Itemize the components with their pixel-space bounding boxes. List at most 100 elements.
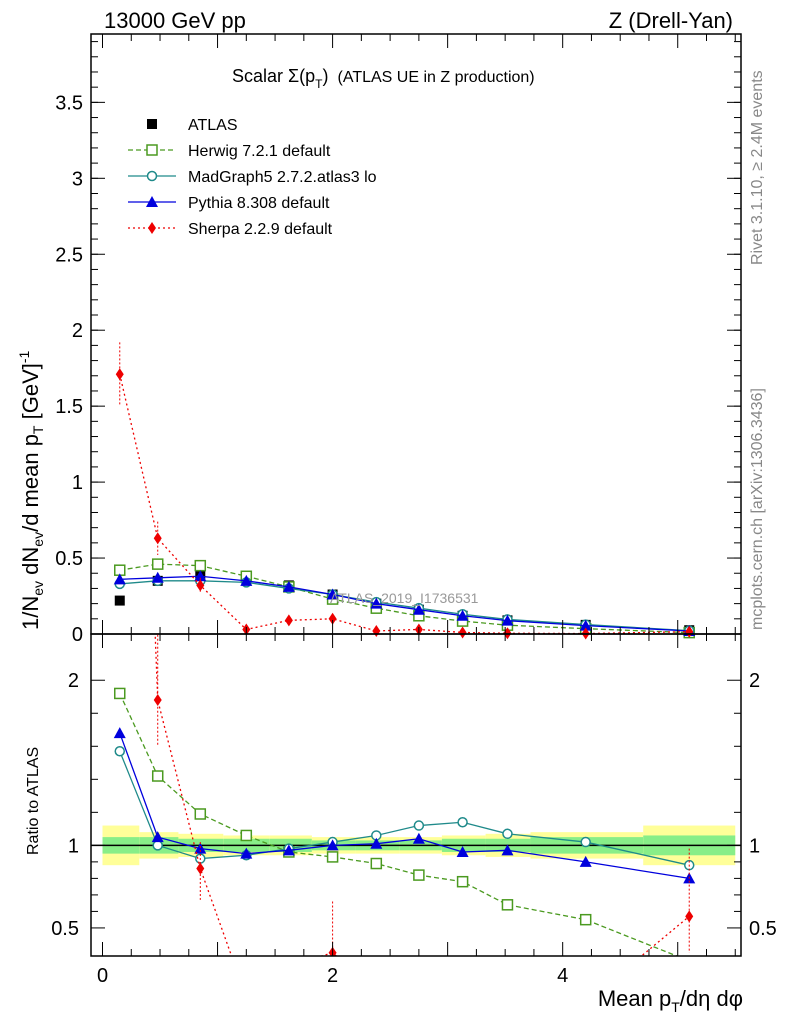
series-line (119, 563, 690, 634)
ratio-tick-label-right: 0.5 (749, 918, 777, 940)
legend-label: MadGraph5 2.7.2.atlas3 lo (188, 169, 377, 186)
legend: ATLAS Herwig 7.2.1 default MadGraph5 2.7.2… (128, 117, 377, 238)
data-point (372, 624, 381, 637)
ratio-point (114, 745, 126, 757)
data-point (284, 614, 293, 627)
legend-marker (146, 196, 158, 207)
legend-marker (148, 222, 156, 234)
plot-title: Scalar Σ(pT) (ATLAS UE in Z production) (232, 66, 535, 91)
ratio-point (151, 770, 164, 782)
ratio-series-3 (153, 634, 694, 956)
data-point (194, 570, 207, 582)
ratio-tick-label-right: 1 (749, 835, 760, 857)
ratio-point (370, 837, 383, 849)
plot-title-main: Scalar Σ(p (232, 66, 315, 86)
x-tick-label: 0 (97, 965, 108, 987)
x-axis-label: Mean pT/dη dφ (598, 986, 743, 1015)
ratio-frame (90, 633, 742, 957)
ratio-point (326, 851, 339, 863)
ratio-point (114, 687, 126, 700)
ratio-point (196, 862, 205, 875)
ratio-series-2 (113, 727, 696, 884)
data-point (196, 579, 205, 592)
data-point (114, 595, 125, 606)
series-line (119, 374, 690, 635)
rivet-version: Rivet 3.1.10, ≥ 2.4M events (749, 70, 766, 265)
analysis-watermark: ATLAS_2019_I1736531 (330, 590, 479, 606)
ratio-line (119, 750, 690, 866)
data-point (456, 609, 469, 621)
ratio-point (579, 855, 592, 867)
ratio-series-0 (114, 687, 679, 956)
ratio-point (194, 808, 207, 820)
data-point (579, 619, 592, 631)
ratio-point (151, 831, 164, 843)
x-tick-label: 2 (327, 965, 338, 987)
data-point (113, 573, 126, 585)
y-tick-label: 3 (72, 168, 83, 190)
ratio-point (456, 845, 469, 857)
data-point (501, 614, 514, 626)
y-tick-label: 1.5 (55, 396, 83, 418)
data-point (240, 574, 253, 586)
ratio-point (240, 847, 253, 859)
x-tick-label: 4 (557, 965, 568, 987)
ratio-line (119, 693, 679, 956)
series-3 (113, 570, 696, 636)
plot-title-close: ) (323, 66, 329, 86)
legend-marker (146, 144, 158, 156)
plot-title-desc: (ATLAS UE in Z production) (338, 69, 535, 86)
ratio-panel: 0 2 4 0.5 0.5 1 1 2 2 (51, 633, 777, 987)
legend-label: ATLAS (188, 117, 238, 134)
series-line (119, 575, 690, 632)
ratio-point (240, 829, 253, 842)
data-point (328, 612, 337, 625)
ratio-axis-label: Ratio to ATLAS (25, 747, 42, 855)
ratio-point (413, 820, 425, 831)
data-point (412, 603, 425, 615)
data-point (151, 571, 164, 583)
header-energy: 13000 GeV pp (104, 8, 246, 33)
ratio-line (119, 732, 690, 880)
ratio-point (152, 840, 163, 851)
y-tick-label: 1 (72, 472, 83, 494)
legend-label: Herwig 7.2.1 default (188, 143, 331, 160)
ratio-point (685, 910, 694, 923)
legend-marker (146, 170, 158, 182)
ratio-point (501, 899, 514, 911)
ratio-point (456, 875, 469, 888)
ratio-point (326, 839, 339, 851)
legend-marker (147, 119, 157, 129)
ratio-point (370, 857, 383, 870)
ratio-point (501, 844, 514, 856)
header-process: Z (Drell-Yan) (609, 8, 733, 33)
y-tick-label: 2.5 (55, 244, 83, 266)
mcplots-credit: mcplots.cern.ch [arXiv:1306.3436] (749, 388, 766, 630)
data-point (153, 532, 162, 545)
main-panel: 0 0.5 1 1.5 2 2.5 3 3.5 (55, 33, 742, 646)
legend-label: Pythia 8.308 default (188, 195, 330, 212)
ratio-tick-label: 0.5 (51, 918, 79, 940)
ratio-point (282, 844, 295, 856)
y-tick-label: 0 (72, 624, 83, 646)
data-point (370, 597, 383, 609)
ratio-point (413, 869, 425, 881)
y-tick-label: 2 (72, 320, 83, 342)
data-point (151, 558, 164, 570)
ratio-point (502, 828, 513, 840)
series-line (119, 580, 690, 632)
data-point (458, 626, 467, 639)
data-point (194, 559, 207, 572)
data-point (326, 588, 339, 600)
ratio-tick-label: 2 (68, 670, 79, 692)
ratio-point (113, 727, 126, 739)
ratio-point (412, 832, 425, 844)
ratio-tick-label: 1 (68, 835, 79, 857)
ratio-point (194, 842, 207, 854)
ratio-point (580, 836, 591, 848)
ratio-tick-label-right: 2 (749, 670, 760, 692)
legend-label: Sherpa 2.2.9 default (188, 221, 333, 238)
y-tick-label: 3.5 (55, 92, 83, 114)
ratio-point (457, 816, 468, 828)
